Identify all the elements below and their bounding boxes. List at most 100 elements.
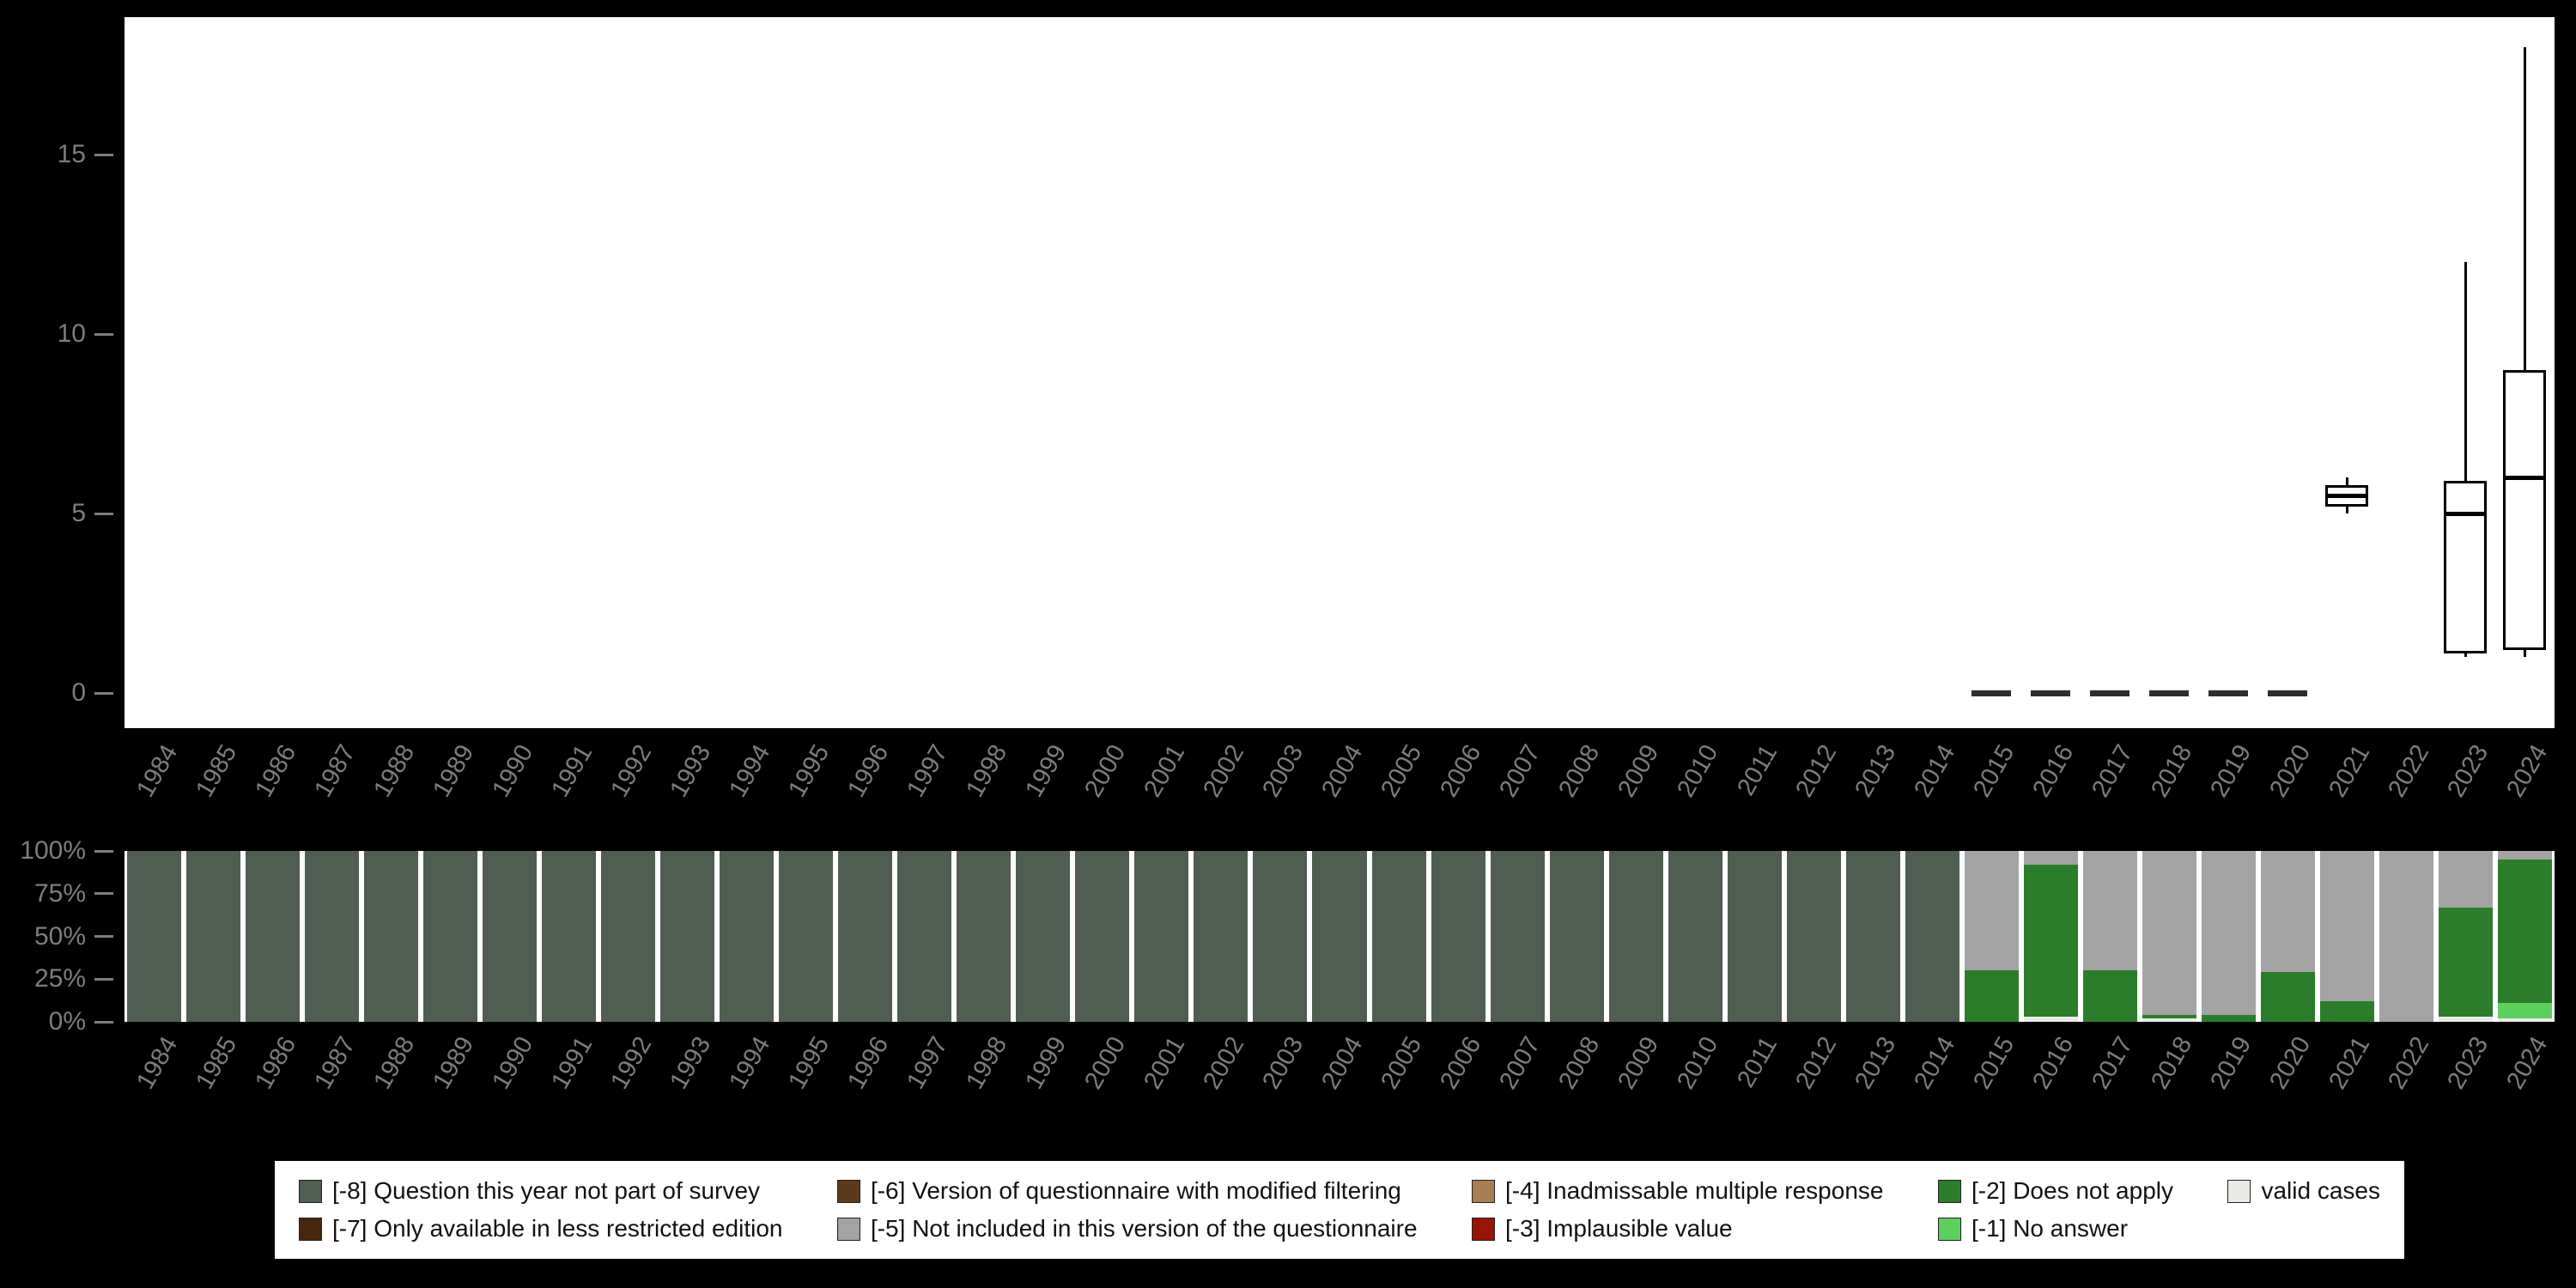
legend-swatch-q2 <box>1937 1179 1961 1203</box>
bar-segment-q2 <box>2497 859 2552 1004</box>
bar-segment-q5 <box>2260 851 2315 973</box>
legend-item-q1: [-1] No answer <box>1937 1215 2173 1242</box>
bar-1996 <box>838 851 893 1022</box>
x-axis-label-2008: 2008 <box>1553 740 1606 802</box>
bar-segment-q8 <box>1668 851 1722 1022</box>
bar-segment-q8 <box>897 851 952 1022</box>
x-axis-label-2022: 2022 <box>2383 1032 2435 1094</box>
x-axis-label-2009: 2009 <box>1613 740 1665 802</box>
bar-segment-q2 <box>2023 864 2078 1018</box>
x-axis-label-2010: 2010 <box>1672 740 1724 802</box>
bar-segment-q2 <box>2438 907 2493 1018</box>
stacked-bar-ytick-label: 0% <box>48 1007 86 1036</box>
x-axis-label-1998: 1998 <box>961 1032 1013 1094</box>
bar-segment-q1 <box>2497 1003 2552 1018</box>
bar-2020 <box>2260 851 2315 1022</box>
bar-2010 <box>1668 851 1722 1022</box>
bar-1990 <box>483 851 538 1022</box>
bar-2021 <box>2319 851 2374 1022</box>
bar-2001 <box>1134 851 1189 1022</box>
x-axis-label-1996: 1996 <box>842 740 895 802</box>
x-axis-label-2012: 2012 <box>1790 740 1843 802</box>
legend-swatch-valid <box>2227 1179 2251 1203</box>
x-axis-label-2006: 2006 <box>1435 1032 1487 1094</box>
bar-2013 <box>1845 851 1900 1022</box>
x-axis-label-1989: 1989 <box>427 740 479 802</box>
bar-segment-q2 <box>2082 970 2137 1022</box>
bar-1997 <box>897 851 952 1022</box>
bar-segment-q5 <box>2379 851 2433 1022</box>
x-axis-label-2007: 2007 <box>1494 740 1546 802</box>
bar-1999 <box>1016 851 1071 1022</box>
bar-segment-q8 <box>1371 851 1426 1022</box>
legend-item-q2: [-2] Does not apply <box>1937 1177 2173 1204</box>
bar-segment-q5 <box>2023 851 2078 865</box>
bar-segment-q8 <box>1549 851 1604 1022</box>
x-axis-label-1989: 1989 <box>427 1032 479 1094</box>
x-axis-label-1993: 1993 <box>664 1032 716 1094</box>
boxplot-lower-whisker <box>2464 653 2467 658</box>
bar-2022 <box>2379 851 2433 1022</box>
legend-label-valid: valid cases <box>2261 1177 2380 1204</box>
bar-segment-q8 <box>1905 851 1959 1022</box>
bar-1989 <box>423 851 478 1022</box>
bar-1998 <box>957 851 1012 1022</box>
x-axis-label-2015: 2015 <box>1968 740 2020 802</box>
bar-segment-q5 <box>2142 851 2196 1016</box>
boxplot-ytick-mark <box>94 332 113 336</box>
x-axis-label-2023: 2023 <box>2442 1032 2494 1094</box>
bar-1985 <box>186 851 241 1022</box>
x-axis-label-2018: 2018 <box>2146 740 2198 802</box>
legend-label-q2: [-2] Does not apply <box>1971 1177 2173 1204</box>
legend-label-q4: [-4] Inadmissable multiple response <box>1505 1177 1884 1204</box>
legend-column: [-2] Does not apply [-1] No answer <box>1937 1177 2173 1242</box>
bar-1986 <box>246 851 301 1022</box>
x-axis-label-2003: 2003 <box>1257 740 1309 802</box>
bar-2019 <box>2201 851 2256 1022</box>
legend-item-q3: [-3] Implausible value <box>1472 1215 1883 1242</box>
boxplot-ytick-label: 5 <box>71 499 86 527</box>
boxplot-ytick-mark <box>94 512 113 515</box>
bar-segment-valid <box>2438 1017 2493 1022</box>
stacked-bar-ytick-label: 75% <box>33 878 86 908</box>
x-axis-label-2001: 2001 <box>1139 1032 1191 1094</box>
legend-swatch-q3 <box>1472 1217 1496 1241</box>
x-axis-label-1988: 1988 <box>368 1032 420 1094</box>
stacked-bar-ytick-label: 50% <box>33 921 86 951</box>
legend-item-q8: [-8] Question this year not part of surv… <box>299 1177 782 1204</box>
bar-segment-q5 <box>2319 851 2374 1002</box>
x-axis-label-2021: 2021 <box>2324 1032 2376 1094</box>
legend-label-q7: [-7] Only available in less restricted e… <box>332 1215 783 1242</box>
bar-segment-q8 <box>1194 851 1249 1022</box>
legend-column: valid cases <box>2227 1177 2380 1204</box>
x-axis-label-2016: 2016 <box>2027 740 2080 802</box>
boxplot-upper-whisker <box>2464 262 2467 482</box>
x-axis-label-2000: 2000 <box>1079 1032 1132 1094</box>
x-axis-label-2010: 2010 <box>1672 1032 1724 1094</box>
bar-segment-q8 <box>246 851 301 1022</box>
bar-segment-q8 <box>364 851 419 1022</box>
boxplot-median-2023 <box>2444 511 2488 516</box>
bar-segment-q8 <box>1608 851 1663 1022</box>
legend-label-q6: [-6] Version of questionnaire with modif… <box>870 1177 1401 1204</box>
bar-segment-q8 <box>1016 851 1071 1022</box>
boxplot-median-2021 <box>2325 493 2369 498</box>
boxplot-lower-whisker <box>2523 649 2526 658</box>
x-axis-label-2000: 2000 <box>1079 740 1132 802</box>
legend-swatch-q1 <box>1937 1217 1961 1241</box>
boxplot-median-2024 <box>2503 475 2547 480</box>
bar-2012 <box>1786 851 1841 1022</box>
x-axis-label-2003: 2003 <box>1257 1032 1309 1094</box>
bar-segment-q8 <box>1075 851 1130 1022</box>
x-axis-label-1987: 1987 <box>308 740 361 802</box>
bar-segment-q8 <box>957 851 1012 1022</box>
boxplot-ytick-mark <box>94 691 113 695</box>
x-axis-label-2020: 2020 <box>2264 740 2317 802</box>
x-axis-label-1999: 1999 <box>1020 1032 1072 1094</box>
legend-label-q1: [-1] No answer <box>1971 1215 2129 1242</box>
x-axis-label-2005: 2005 <box>1376 1032 1428 1094</box>
legend-swatch-q7 <box>299 1217 322 1241</box>
boxplot-collapsed-2020 <box>2268 690 2308 696</box>
x-axis-label-2017: 2017 <box>2087 740 2139 802</box>
x-axis-label-2004: 2004 <box>1316 1032 1369 1094</box>
